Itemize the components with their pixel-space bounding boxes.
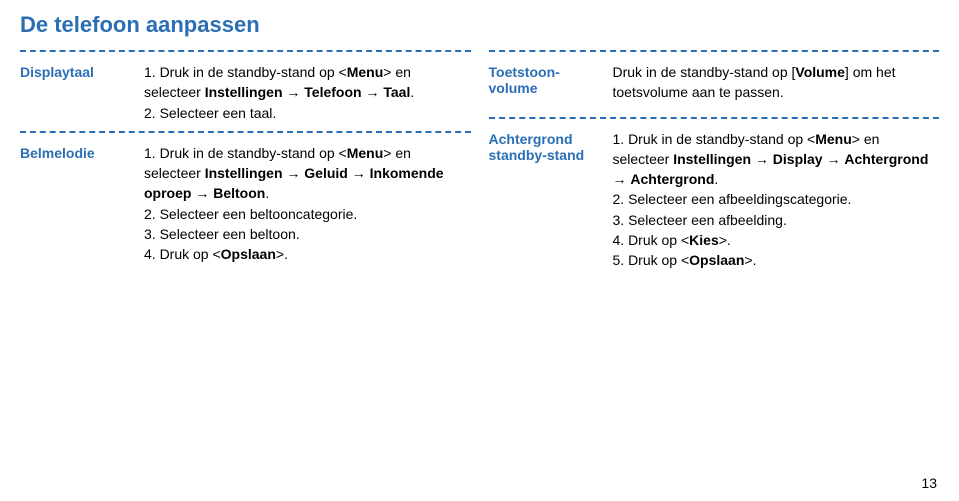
path-item: Instellingen [205,84,283,100]
text: . [410,84,414,100]
step: 1. Druk in de standby-stand op <Menu> en… [144,143,471,204]
section-label: Belmelodie [20,143,130,265]
step: 4. Druk op <Kies>. [613,230,940,250]
key: Opslaan [221,246,276,262]
arrow-icon: → [613,171,631,187]
divider [489,50,940,52]
arrow-icon: → [191,185,213,201]
text: >. [744,252,756,268]
key: Opslaan [689,252,744,268]
section-content: 1. Druk in de standby-stand op <Menu> en… [144,143,471,265]
path-item: Beltoon [213,185,265,201]
section-label: Achtergrond standby-stand [489,129,599,271]
section-label: Displaytaal [20,62,130,123]
key: Volume [795,64,845,80]
text: . [714,171,718,187]
path-item: Telefoon [304,84,361,100]
arrow-icon: → [823,151,845,167]
text: >. [276,246,288,262]
step: 2. Selecteer een afbeeldingscategorie. [613,189,940,209]
arrow-icon: → [283,165,305,181]
path-item: Geluid [304,165,348,181]
right-column: Toetstoon-volume Druk in de standby-stan… [489,48,940,277]
step: 3. Selecteer een afbeelding. [613,210,940,230]
step: 4. Druk op <Opslaan>. [144,244,471,264]
step: 2. Selecteer een taal. [144,103,471,123]
section-displaytaal: Displaytaal 1. Druk in de standby-stand … [20,62,471,123]
text: . [265,185,269,201]
text: 1. Druk in de standby-stand op < [144,64,347,80]
arrow-icon: → [362,84,384,100]
two-column-layout: Displaytaal 1. Druk in de standby-stand … [20,48,939,277]
path-item: Achtergrond [630,171,714,187]
section-belmelodie: Belmelodie 1. Druk in de standby-stand o… [20,143,471,265]
section-label: Toetstoon-volume [489,62,599,109]
arrow-icon: → [348,165,370,181]
section-toetstoonvolume: Toetstoon-volume Druk in de standby-stan… [489,62,940,109]
section-content: Druk in de standby-stand op [Volume] om … [613,62,940,109]
text: 4. Druk op < [144,246,221,262]
path-item: Display [773,151,823,167]
menu-key: Menu [815,131,852,147]
menu-key: Menu [347,64,384,80]
arrow-icon: → [751,151,773,167]
step: 1. Druk in de standby-stand op <Menu> en… [144,62,471,103]
text: Druk in de standby-stand op [ [613,64,796,80]
step: 5. Druk op <Opslaan>. [613,250,940,270]
section-content: 1. Druk in de standby-stand op <Menu> en… [613,129,940,271]
key: Kies [689,232,719,248]
path-item: Instellingen [673,151,751,167]
divider [20,131,471,133]
page-number: 13 [921,475,937,491]
text: 1. Druk in de standby-stand op < [613,131,816,147]
step: 3. Selecteer een beltoon. [144,224,471,244]
section-achtergrond: Achtergrond standby-stand 1. Druk in de … [489,129,940,271]
arrow-icon: → [283,84,305,100]
text: 1. Druk in de standby-stand op < [144,145,347,161]
left-column: Displaytaal 1. Druk in de standby-stand … [20,48,471,277]
text: 4. Druk op < [613,232,690,248]
page-title: De telefoon aanpassen [20,12,939,38]
section-content: 1. Druk in de standby-stand op <Menu> en… [144,62,471,123]
path-item: Instellingen [205,165,283,181]
step: 2. Selecteer een beltooncategorie. [144,204,471,224]
divider [20,50,471,52]
text: >. [719,232,731,248]
step: 1. Druk in de standby-stand op <Menu> en… [613,129,940,190]
paragraph: Druk in de standby-stand op [Volume] om … [613,62,940,103]
path-item: Taal [383,84,410,100]
path-item: Achtergrond [844,151,928,167]
divider [489,117,940,119]
menu-key: Menu [347,145,384,161]
text: 5. Druk op < [613,252,690,268]
